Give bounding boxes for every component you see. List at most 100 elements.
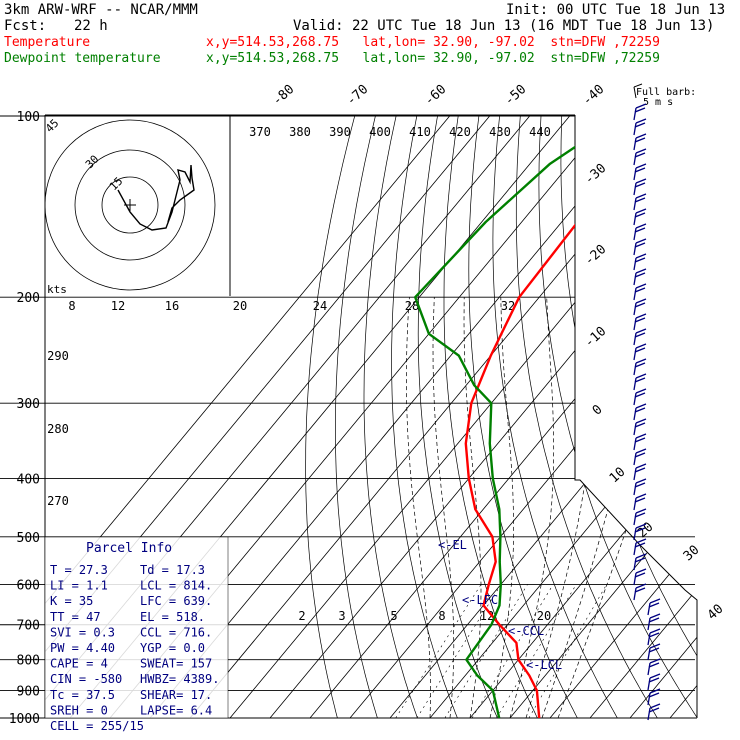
hodograph-ring-label: 30 <box>83 153 102 172</box>
isotherm-line <box>509 115 697 718</box>
parcel-info-left: PW = 4.40 <box>50 641 115 655</box>
wind-barb-staff <box>633 242 637 256</box>
wind-barb-feather <box>634 392 646 398</box>
theta-label: 430 <box>489 125 511 139</box>
wind-barb-staff <box>633 422 637 436</box>
mixing-ratio-label: 20 <box>537 609 551 623</box>
mixing-ratio-line <box>444 584 528 718</box>
wind-barb-feather <box>634 497 646 503</box>
wind-barb-feather <box>634 272 646 278</box>
wind-barb-feather <box>648 602 660 608</box>
dry-adiabat-line <box>443 115 538 718</box>
isotherm-label: -30 <box>582 161 609 188</box>
wind-barb-feather <box>634 227 646 233</box>
wind-barb-feather <box>635 568 647 574</box>
parcel-info-left: K = 35 <box>50 594 93 608</box>
init-time: Init: 00 UTC Tue 18 Jun 13 <box>506 2 726 18</box>
mixing-ratio-line <box>416 584 502 718</box>
hodograph-speed-label: 20 <box>233 299 247 313</box>
dry-adiabat-line <box>515 115 658 718</box>
wind-barb-staff <box>633 107 637 121</box>
isotherm-label: 40 <box>705 602 727 624</box>
wind-barb-staff <box>633 557 637 571</box>
wind-barb-staff <box>633 512 637 526</box>
wind-barb-feather <box>649 658 661 664</box>
theta-label: 270 <box>47 494 69 508</box>
wind-barb-feather <box>634 197 646 203</box>
mixing-ratio-line <box>496 584 577 718</box>
wind-barb-feather <box>635 133 647 139</box>
wind-barb-feather <box>635 118 647 124</box>
hodograph-ring-label: 15 <box>107 175 126 194</box>
wind-barb-staff <box>633 332 637 346</box>
wind-barb-staff <box>647 632 651 646</box>
isotherm-label: -60 <box>422 82 449 109</box>
wind-barb-feather <box>648 692 660 698</box>
wind-barb-feather <box>635 208 647 214</box>
wind-barb-feather <box>635 103 647 109</box>
pressure-label: 700 <box>17 619 40 634</box>
isotherm-line <box>389 115 697 718</box>
parcel-info-left: TT = 47 <box>50 610 101 624</box>
parcel-level-label: <-EL <box>438 538 467 552</box>
isotherm-line <box>189 115 690 718</box>
pressure-label: 400 <box>17 472 40 487</box>
dry-adiabat-line <box>664 115 697 718</box>
wind-barb-feather <box>635 523 647 529</box>
wind-barb-feather <box>634 302 646 308</box>
moist-adiabat-line <box>525 297 594 718</box>
theta-label: 290 <box>47 349 69 363</box>
dry-adiabat-line <box>644 115 697 718</box>
theta-label: 440 <box>529 125 551 139</box>
wind-barb-feather <box>648 677 660 683</box>
wind-barb-feather <box>635 313 647 319</box>
wind-barb-feather <box>635 178 647 184</box>
wind-barb-staff <box>633 497 637 511</box>
mixing-ratio-line <box>471 584 554 718</box>
wind-barb-staff <box>633 587 637 601</box>
wind-barb-feather <box>634 362 646 368</box>
wind-barb-staff <box>633 182 637 196</box>
theta-label: 420 <box>449 125 471 139</box>
wind-barb-feather <box>635 418 647 424</box>
wind-barb-staff <box>647 707 651 721</box>
wind-barb-feather <box>635 583 647 589</box>
wind-barb-staff <box>647 617 651 631</box>
wind-barb-feather <box>648 707 660 713</box>
dry-adiabat-line <box>305 115 356 718</box>
isotherm-line <box>229 115 697 718</box>
forecast-label: Fcst: <box>4 18 47 34</box>
wind-barb-feather <box>635 253 647 259</box>
sounding-profiles <box>414 115 691 718</box>
parcel-info-left: CAPE = 4 <box>50 657 108 671</box>
parcel-info-right: SHEAR= 17. <box>140 688 212 702</box>
wind-barb-feather <box>634 347 646 353</box>
isotherm-label: -40 <box>580 82 607 109</box>
hodograph-ring <box>101 176 159 234</box>
wind-barb-feather <box>634 167 646 173</box>
hodograph-speed-label: 12 <box>111 299 125 313</box>
hodograph-trace <box>117 164 195 231</box>
hodograph-units: kts <box>47 283 67 296</box>
wind-legend-units: 5 m s <box>643 97 673 108</box>
wind-barb-feather <box>649 673 661 679</box>
wind-barb-feather <box>634 137 646 143</box>
wind-barb-feather <box>634 212 646 218</box>
wind-barb-feather <box>634 317 646 323</box>
wind-barb-feather <box>649 688 661 694</box>
temperature-line <box>464 115 691 718</box>
mixing-ratio-line <box>395 584 482 718</box>
theta-label: 370 <box>249 125 271 139</box>
wind-barb-staff <box>633 122 637 136</box>
parcel-info-right: HWBZ= 4389. <box>140 672 219 686</box>
wind-barb-staff <box>633 152 637 166</box>
wind-barb-staff <box>633 212 637 226</box>
mixing-ratio-label: 2 <box>298 609 305 623</box>
wind-barb-feather <box>635 343 647 349</box>
wind-barb-staff <box>633 437 637 451</box>
parcel-level-annotations: <-EL <-LFC <-CCL <-LCL <box>438 538 562 672</box>
wind-barb-feather <box>635 388 647 394</box>
wind-barb-staff <box>633 407 637 421</box>
wind-barb-staff <box>633 467 637 481</box>
wind-barb-staff <box>633 257 637 271</box>
